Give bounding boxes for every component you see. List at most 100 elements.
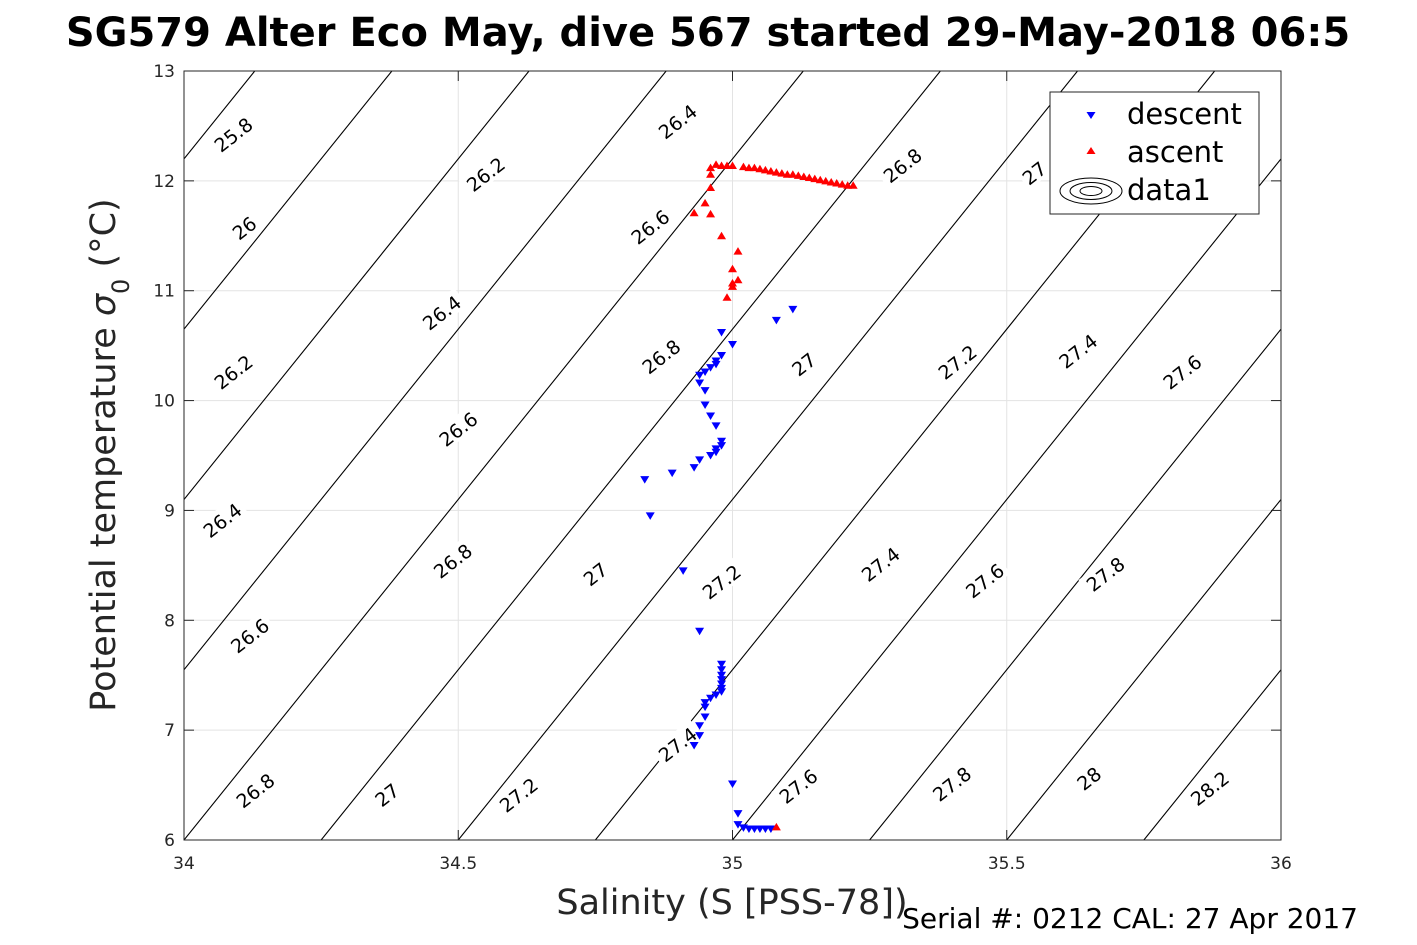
- contour-line: [184, 71, 530, 501]
- x-axis-label: Salinity (S [PSS-78]): [556, 883, 907, 923]
- ascent-point: [706, 163, 716, 172]
- ascent-point: [689, 208, 699, 217]
- descent-point: [695, 456, 705, 464]
- descent-point: [711, 422, 721, 430]
- contour-label-backing: [195, 495, 249, 544]
- y-axis-label: Potential temperature σ0 (°C): [84, 198, 135, 711]
- ascent-point: [760, 165, 770, 174]
- y-tick-label: 8: [164, 611, 175, 631]
- descent-point: [728, 341, 737, 349]
- grid: [183, 70, 1282, 841]
- descent-point: [788, 305, 798, 314]
- contour-label-backing: [1050, 326, 1104, 375]
- contour-line: [184, 71, 667, 671]
- x-tick-label: 34: [173, 854, 195, 874]
- ascent-point: [815, 175, 825, 184]
- contour-label-backing: [491, 770, 545, 819]
- descent-point: [717, 442, 727, 450]
- ascent-point: [706, 209, 716, 218]
- contour-label-backing: [576, 556, 613, 591]
- descent-point: [700, 703, 710, 712]
- ascent-point: [711, 160, 721, 168]
- descent-point: [711, 691, 721, 699]
- descent-point: [700, 699, 710, 707]
- y-tick-label: 7: [164, 721, 175, 741]
- contour-label-backing: [458, 149, 512, 198]
- chart-title: SG579 Alter Eco May, dive 567 started 29…: [66, 10, 1350, 56]
- descent-point: [695, 722, 705, 730]
- contour-line: [1143, 668, 1281, 840]
- contour-label-backing: [623, 202, 677, 251]
- descent-point: [640, 476, 650, 484]
- ascent-point: [728, 279, 737, 287]
- ascent-point: [848, 181, 858, 189]
- ascent-point: [821, 176, 831, 185]
- contour-line: [457, 71, 1078, 840]
- contour-label-backing: [1182, 763, 1236, 812]
- ascent-point: [766, 166, 776, 175]
- ascent-point: [832, 179, 842, 187]
- contour-label-backing: [1015, 155, 1052, 190]
- ascent-point: [706, 170, 716, 178]
- series-descent: [640, 305, 798, 834]
- y-tick-label: 9: [164, 501, 175, 521]
- x-tick-label: 35: [722, 854, 744, 874]
- ascent-point: [738, 162, 748, 171]
- descent-point: [695, 371, 705, 380]
- y-tick-label: 10: [153, 392, 175, 412]
- data-points: [640, 160, 858, 834]
- contour-label-backing: [431, 404, 485, 453]
- contour-label-backing: [1155, 347, 1209, 396]
- contour-label-backing: [785, 346, 821, 381]
- descent-point: [717, 328, 727, 337]
- contour-label-backing: [206, 347, 260, 396]
- descent-point: [689, 742, 699, 750]
- contour-label-backing: [771, 761, 825, 810]
- legend-label-descent: descent: [1127, 97, 1242, 131]
- ascent-point: [755, 164, 765, 173]
- contour-label-backing: [924, 759, 978, 808]
- y-tick-label: 13: [153, 62, 175, 82]
- contour-line: [869, 328, 1281, 840]
- descent-point: [706, 694, 716, 703]
- descent-point: [706, 452, 716, 460]
- contour-label-backing: [225, 210, 262, 245]
- legend-marker-descent: [1086, 112, 1096, 119]
- ascent-point: [706, 183, 716, 191]
- contour-label-backing: [930, 337, 984, 386]
- contour-label-backing: [368, 776, 405, 812]
- contour-label-backing: [957, 555, 1011, 605]
- contour-label-backing: [414, 287, 468, 336]
- x-tick-label: 35.5: [988, 854, 1026, 874]
- ascent-point: [733, 275, 743, 284]
- descent-point: [717, 671, 727, 680]
- ascent-point: [717, 231, 727, 240]
- ascent-point: [826, 177, 836, 186]
- ascent-point: [799, 172, 809, 180]
- ascent-point: [771, 822, 781, 831]
- x-tick-label: 34.5: [439, 854, 477, 874]
- descent-point: [706, 412, 716, 420]
- ascent-point: [837, 180, 847, 188]
- contour-label-backing: [222, 610, 276, 659]
- x-tick-label: 36: [1270, 854, 1292, 874]
- ascent-point: [810, 174, 820, 183]
- descent-point: [706, 364, 716, 372]
- legend-label-data1: data1: [1127, 173, 1211, 207]
- descent-point: [766, 825, 776, 834]
- contour-line: [1280, 839, 1281, 840]
- y-tick-label: 6: [164, 831, 175, 851]
- descent-point: [728, 780, 737, 788]
- descent-point: [733, 810, 743, 818]
- x-axis-ticks: 34 34.5 35 35.5 36: [173, 71, 1292, 874]
- ascent-point: [728, 264, 737, 273]
- contour-label-backing: [853, 539, 907, 588]
- descent-point: [678, 567, 688, 575]
- descent-point: [711, 448, 721, 457]
- descent-point: [700, 713, 710, 721]
- contour-label-backing: [425, 536, 479, 585]
- contour-label-backing: [206, 109, 260, 158]
- descent-point: [717, 688, 727, 696]
- descent-point: [733, 821, 743, 829]
- descent-point: [711, 360, 721, 369]
